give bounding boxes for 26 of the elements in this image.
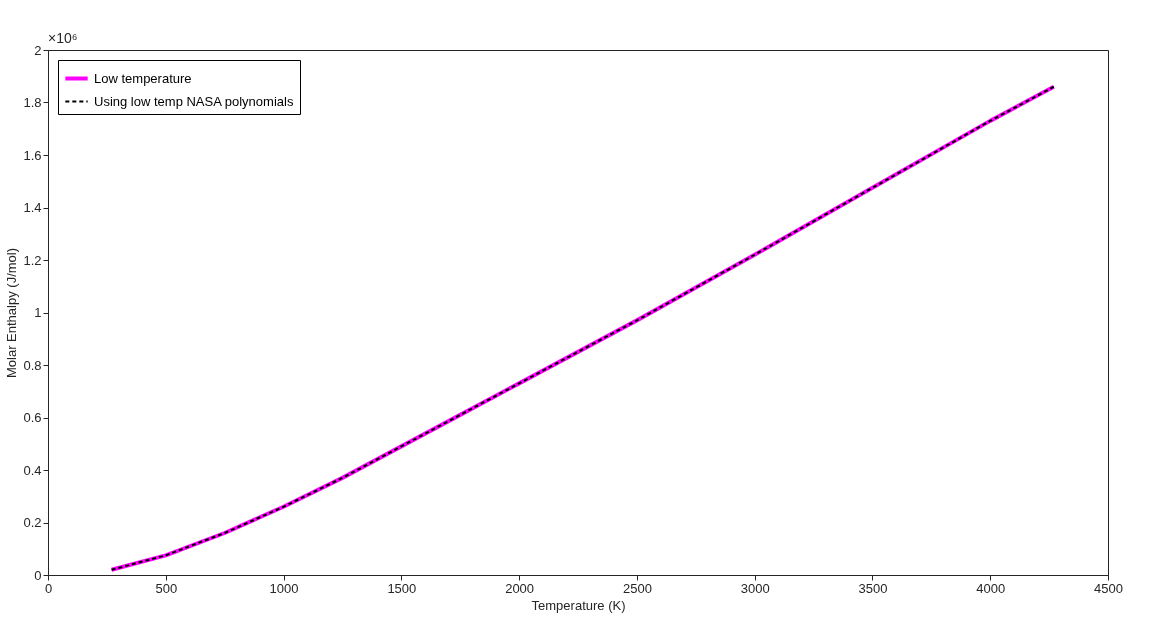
x-tick-label: 0 [44,580,53,596]
y-tick-label: 1.6 [23,147,42,163]
x-tick-label: 2000 [505,580,535,596]
y-axis-title: Molar Enthalpy (J/mol) [4,247,20,379]
y-tick-label: 2 [34,42,42,58]
x-tick-label: 4500 [1094,580,1123,596]
x-tick-label: 1500 [387,580,417,596]
y-tick-label: 0.8 [23,357,42,373]
y-tick-label: 1.8 [23,95,42,110]
x-axis-title: Temperature (K) [531,597,626,613]
y-tick-label: 0.2 [23,515,42,530]
text: ×10⁶ [48,30,78,46]
legend-label: Low temperature [94,70,192,86]
y-tick-label: 1.4 [23,200,42,215]
x-tick-label: 4000 [976,580,1006,596]
y-tick-label: 1 [34,305,42,320]
y-tick-label: 0.4 [23,462,42,478]
y-tick-label: 0 [34,567,42,583]
x-tick-label: 3000 [740,580,770,596]
y-tick-label: 0.6 [23,410,42,425]
x-tick-label: 1000 [269,580,299,596]
legend-label: Using low temp NASA polynomials [94,93,294,109]
x-tick-label: 2500 [622,580,652,596]
x-tick-label: 3500 [858,580,888,596]
x-tick-label: 500 [155,580,178,596]
y-tick-label: 1.2 [23,252,42,268]
